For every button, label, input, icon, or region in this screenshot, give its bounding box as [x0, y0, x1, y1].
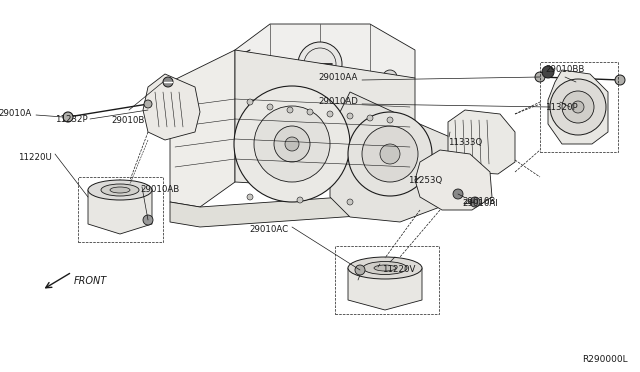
Circle shape	[348, 112, 432, 196]
Circle shape	[63, 112, 73, 122]
Polygon shape	[330, 92, 460, 222]
Polygon shape	[170, 192, 415, 227]
Text: 29010B: 29010B	[111, 116, 145, 125]
Text: 11220V: 11220V	[382, 264, 415, 273]
Circle shape	[453, 189, 463, 199]
Polygon shape	[448, 110, 515, 174]
Polygon shape	[88, 180, 152, 234]
Circle shape	[347, 199, 353, 205]
Ellipse shape	[88, 180, 152, 200]
Circle shape	[254, 106, 330, 182]
Text: 29010AB: 29010AB	[140, 185, 179, 193]
Polygon shape	[348, 258, 422, 310]
Circle shape	[535, 72, 545, 82]
Circle shape	[347, 113, 353, 119]
Circle shape	[380, 144, 400, 164]
Circle shape	[297, 197, 303, 203]
Text: 11232P: 11232P	[56, 115, 88, 125]
Circle shape	[143, 215, 153, 225]
Ellipse shape	[348, 257, 422, 279]
Circle shape	[470, 197, 480, 207]
Circle shape	[615, 75, 625, 85]
Circle shape	[267, 104, 273, 110]
Circle shape	[572, 101, 584, 113]
Polygon shape	[143, 74, 200, 140]
Circle shape	[362, 126, 418, 182]
Polygon shape	[235, 50, 415, 192]
Text: 29010AD: 29010AD	[318, 97, 358, 106]
Circle shape	[542, 66, 554, 78]
Text: FRONT: FRONT	[74, 276, 108, 286]
Text: 11333Q: 11333Q	[448, 138, 483, 147]
Text: 11320P: 11320P	[545, 103, 578, 112]
Ellipse shape	[110, 187, 130, 193]
Polygon shape	[415, 150, 492, 210]
Ellipse shape	[363, 262, 407, 275]
Polygon shape	[235, 24, 415, 104]
Circle shape	[247, 99, 253, 105]
Polygon shape	[170, 50, 235, 207]
Ellipse shape	[101, 184, 139, 196]
Text: 11220U: 11220U	[18, 153, 52, 161]
Circle shape	[550, 79, 606, 135]
Circle shape	[367, 115, 373, 121]
Circle shape	[562, 91, 594, 123]
Ellipse shape	[374, 265, 396, 271]
Circle shape	[247, 194, 253, 200]
Text: 29010BB: 29010BB	[545, 65, 584, 74]
Text: 29010AI: 29010AI	[462, 199, 498, 208]
Circle shape	[234, 86, 350, 202]
Circle shape	[387, 117, 393, 123]
Circle shape	[383, 70, 397, 84]
Circle shape	[287, 107, 293, 113]
Polygon shape	[548, 70, 608, 144]
Circle shape	[298, 42, 342, 86]
Text: 29010B: 29010B	[462, 197, 495, 206]
Text: 11253Q: 11253Q	[408, 176, 442, 185]
Text: R290000L: R290000L	[582, 355, 628, 364]
Circle shape	[307, 109, 313, 115]
Circle shape	[550, 102, 560, 112]
Text: 29010A: 29010A	[0, 109, 32, 119]
Circle shape	[163, 77, 173, 87]
Circle shape	[144, 100, 152, 108]
Circle shape	[327, 111, 333, 117]
Circle shape	[274, 126, 310, 162]
Text: 29010AC: 29010AC	[249, 224, 288, 234]
Circle shape	[355, 265, 365, 275]
Text: 29010AA: 29010AA	[319, 73, 358, 81]
Circle shape	[285, 137, 299, 151]
